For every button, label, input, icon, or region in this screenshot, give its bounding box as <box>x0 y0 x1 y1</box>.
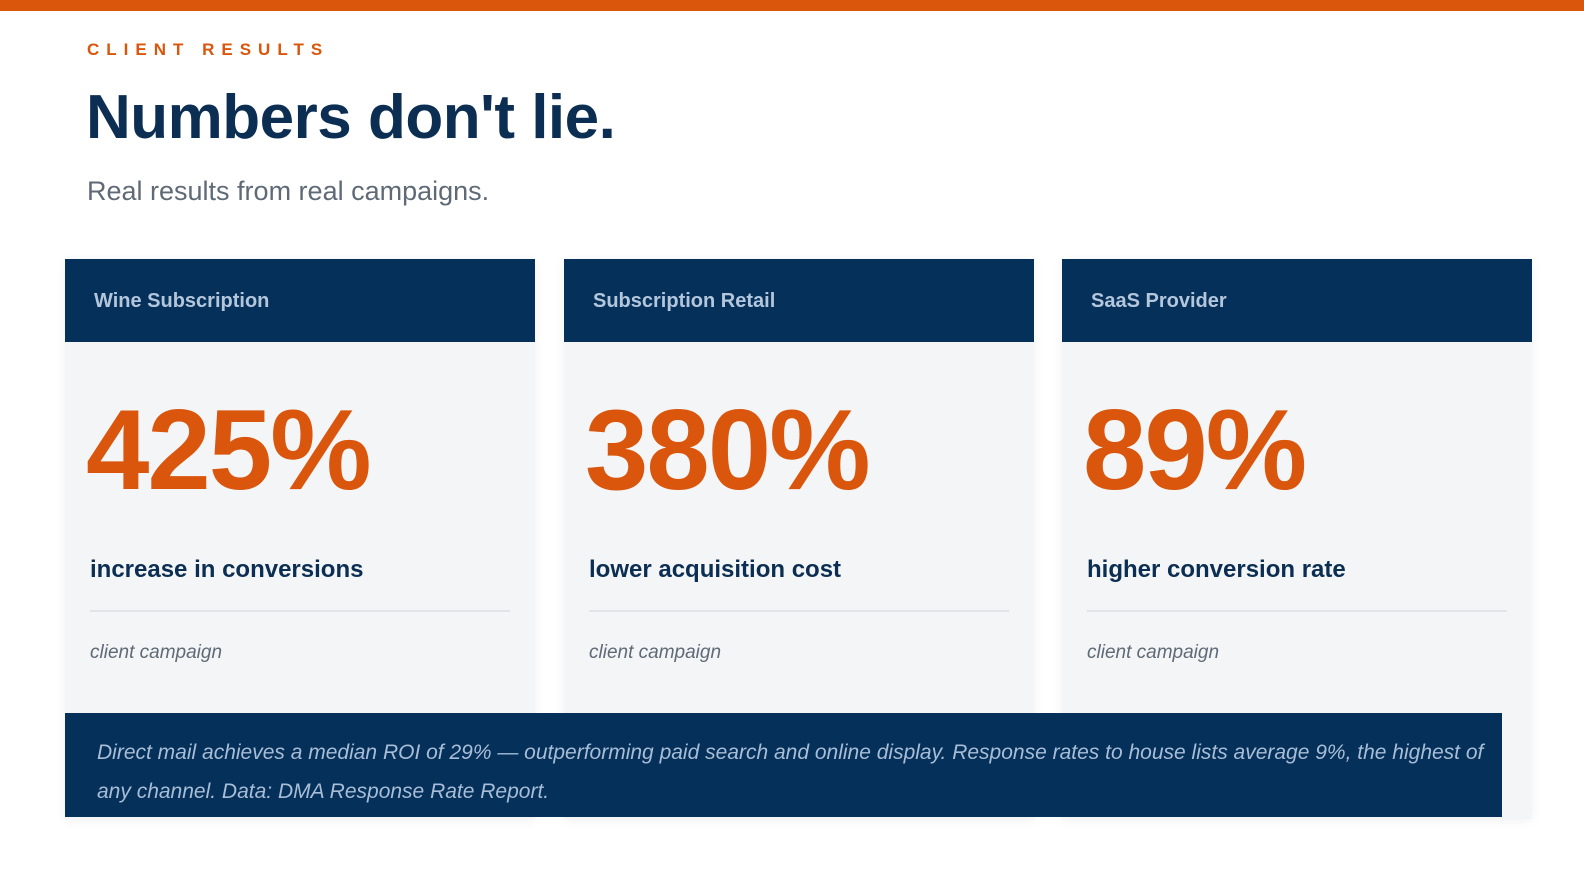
page-title: Numbers don't lie. <box>86 83 616 152</box>
card-divider <box>90 610 510 612</box>
card-note: client campaign <box>1087 642 1220 663</box>
section-eyebrow: CLIENT RESULTS <box>87 40 330 59</box>
page-subtitle: Real results from real campaigns. <box>87 176 490 206</box>
card-header: SaaS Provider <box>1062 259 1532 342</box>
card-stat-label: increase in conversions <box>90 556 364 583</box>
card-stat-value: 425% <box>86 387 372 514</box>
card-stat-value: 89% <box>1083 387 1307 514</box>
card-title: Subscription Retail <box>593 290 776 312</box>
card-note: client campaign <box>589 642 722 663</box>
card-stat-value: 380% <box>585 387 871 514</box>
card-title: SaaS Provider <box>1091 290 1227 312</box>
card-title: Wine Subscription <box>94 290 270 312</box>
top-accent-bar <box>0 0 1584 11</box>
card-stat-label: lower acquisition cost <box>589 556 842 583</box>
footer-callout: Direct mail achieves a median ROI of 29%… <box>65 713 1502 817</box>
card-note: client campaign <box>90 642 223 663</box>
card-divider <box>589 610 1009 612</box>
card-divider <box>1087 610 1507 612</box>
footer-callout-text: Direct mail achieves a median ROI of 29%… <box>97 741 1484 803</box>
card-header: Subscription Retail <box>564 259 1034 342</box>
card-header: Wine Subscription <box>65 259 535 342</box>
card-stat-label: higher conversion rate <box>1087 556 1346 583</box>
